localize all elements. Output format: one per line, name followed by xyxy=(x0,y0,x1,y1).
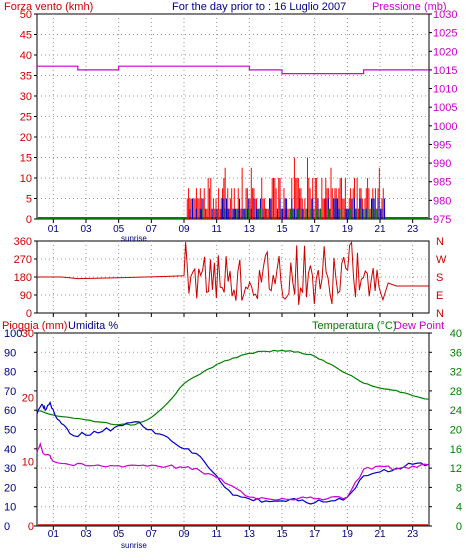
compass-label: S xyxy=(436,272,443,284)
humidity-y-tick-label: 90 xyxy=(4,347,16,359)
x-tick-label: 21 xyxy=(374,529,386,540)
x-tick-label: 23 xyxy=(407,529,419,540)
humidity-y-tick-label: 50 xyxy=(4,425,16,437)
pressure-y-tick-label: 990 xyxy=(433,158,451,170)
compass-label: E xyxy=(436,290,443,302)
wind-y-tick-label: 20 xyxy=(20,132,32,144)
humidity-y-tick-label: 60 xyxy=(4,405,16,417)
temperature-y-tick-label: 28 xyxy=(450,386,462,398)
pressure-line xyxy=(37,65,429,75)
direction-y-tick-label: 90 xyxy=(20,290,32,302)
temperature-y-tick-label: 36 xyxy=(450,347,462,359)
dewpoint-line xyxy=(36,441,430,501)
wind-y-tick-label: 25 xyxy=(20,112,32,124)
temperature-y-tick-label: 20 xyxy=(450,425,462,437)
humidity-y-tick-label: 0 xyxy=(4,521,10,533)
temperature-y-tick-label: 24 xyxy=(450,405,462,417)
pressure-y-tick-label: 1020 xyxy=(433,46,457,58)
rain-axis-label: Pioggia (mm) xyxy=(2,320,67,332)
wind-y-tick-label: 35 xyxy=(20,71,32,83)
humidity-y-tick-label: 70 xyxy=(4,386,16,398)
x-tick-label: 05 xyxy=(113,224,125,235)
pressure-y-tick-label: 1010 xyxy=(433,84,457,96)
x-tick-label: 11 xyxy=(211,224,222,235)
wind-y-tick-label: 50 xyxy=(20,9,32,21)
temperature-y-tick-label: 8 xyxy=(456,482,462,494)
wind-y-tick-label: 45 xyxy=(20,30,32,42)
humidity-y-tick-label: 10 xyxy=(4,502,16,514)
pressure-y-tick-label: 1025 xyxy=(433,28,457,40)
pressure-y-tick-label: 995 xyxy=(433,139,451,151)
rain-y-tick-label: 0 xyxy=(28,521,34,533)
wind-y-tick-label: 5 xyxy=(26,194,32,206)
temperature-y-tick-label: 40 xyxy=(450,328,462,340)
direction-y-tick-label: 360 xyxy=(14,236,32,248)
x-tick-label: 01 xyxy=(48,529,60,540)
x-tick-label: 15 xyxy=(276,529,288,540)
direction-y-tick-label: 180 xyxy=(14,272,32,284)
pressure-y-tick-label: 980 xyxy=(433,195,451,207)
wind-y-tick-label: 10 xyxy=(20,173,32,185)
x-tick-label: 19 xyxy=(342,224,354,235)
x-tick-label: 01 xyxy=(48,224,60,235)
x-tick-label: 21 xyxy=(374,224,386,235)
humidity-line xyxy=(36,400,430,505)
x-tick-label: 11 xyxy=(211,529,222,540)
x-tick-label: 19 xyxy=(342,529,354,540)
humidity-axis-label: Umidita % xyxy=(68,320,118,332)
compass-label: W xyxy=(436,254,447,266)
temperature-line xyxy=(36,349,430,426)
x-tick-label: 13 xyxy=(244,529,256,540)
temperature-y-tick-label: 4 xyxy=(456,502,462,514)
wind-speed-axis-label: Forza vento (kmh) xyxy=(4,1,93,13)
humidity-y-tick-label: 100 xyxy=(4,328,22,340)
direction-y-tick-label: 0 xyxy=(26,308,32,320)
wind-y-tick-label: 40 xyxy=(20,50,32,62)
temperature-y-tick-label: 12 xyxy=(450,463,462,475)
humidity-y-tick-label: 80 xyxy=(4,367,16,379)
humidity-y-tick-label: 20 xyxy=(4,482,16,494)
pressure-axis-label: Pressione (mb) xyxy=(372,1,447,13)
x-tick-label: 15 xyxy=(276,224,288,235)
pressure-y-tick-label: 985 xyxy=(433,177,451,189)
pressure-y-tick-label: 975 xyxy=(433,214,451,226)
sunrise-label-bottom: sunrise xyxy=(121,541,147,550)
x-tick-label: 23 xyxy=(407,224,419,235)
x-tick-label: 03 xyxy=(80,529,92,540)
dewpoint-axis-label: Dew Point xyxy=(394,320,444,332)
x-tick-label: 13 xyxy=(244,224,256,235)
pressure-y-tick-label: 1005 xyxy=(433,102,457,114)
x-tick-label: 03 xyxy=(80,224,92,235)
pressure-y-tick-label: 1015 xyxy=(433,65,457,77)
x-tick-label: 07 xyxy=(146,224,158,235)
x-tick-label: 09 xyxy=(178,224,190,235)
rain-y-tick-label: 10 xyxy=(22,457,34,469)
x-tick-label: 05 xyxy=(113,529,125,540)
temperature-y-tick-label: 32 xyxy=(450,367,462,379)
rain-y-tick-label: 20 xyxy=(22,392,34,404)
temperature-axis-label: Temperatura (°C) xyxy=(312,320,396,332)
chart-title: For the day prior to : 16 Luglio 2007 xyxy=(172,1,346,13)
humidity-y-tick-label: 30 xyxy=(4,463,16,475)
sunrise-label-top: sunrise xyxy=(121,234,147,243)
direction-y-tick-label: 270 xyxy=(14,254,32,266)
compass-label: N xyxy=(436,236,444,248)
x-tick-label: 09 xyxy=(178,529,190,540)
x-tick-label: 17 xyxy=(309,529,321,540)
x-tick-label: 17 xyxy=(309,224,321,235)
temperature-y-tick-label: 16 xyxy=(450,444,462,456)
pressure-y-tick-label: 1030 xyxy=(433,9,457,21)
rain-y-tick-label: 30 xyxy=(22,328,34,340)
wind-y-tick-label: 30 xyxy=(20,91,32,103)
wind-y-tick-label: 0 xyxy=(26,214,32,226)
wind-y-tick-label: 15 xyxy=(20,153,32,165)
temperature-y-tick-label: 0 xyxy=(456,521,462,533)
humidity-y-tick-label: 40 xyxy=(4,444,16,456)
wind-direction-line xyxy=(37,241,429,305)
compass-label: N xyxy=(436,308,444,320)
pressure-y-tick-label: 1000 xyxy=(433,121,457,133)
x-tick-label: 07 xyxy=(146,529,158,540)
